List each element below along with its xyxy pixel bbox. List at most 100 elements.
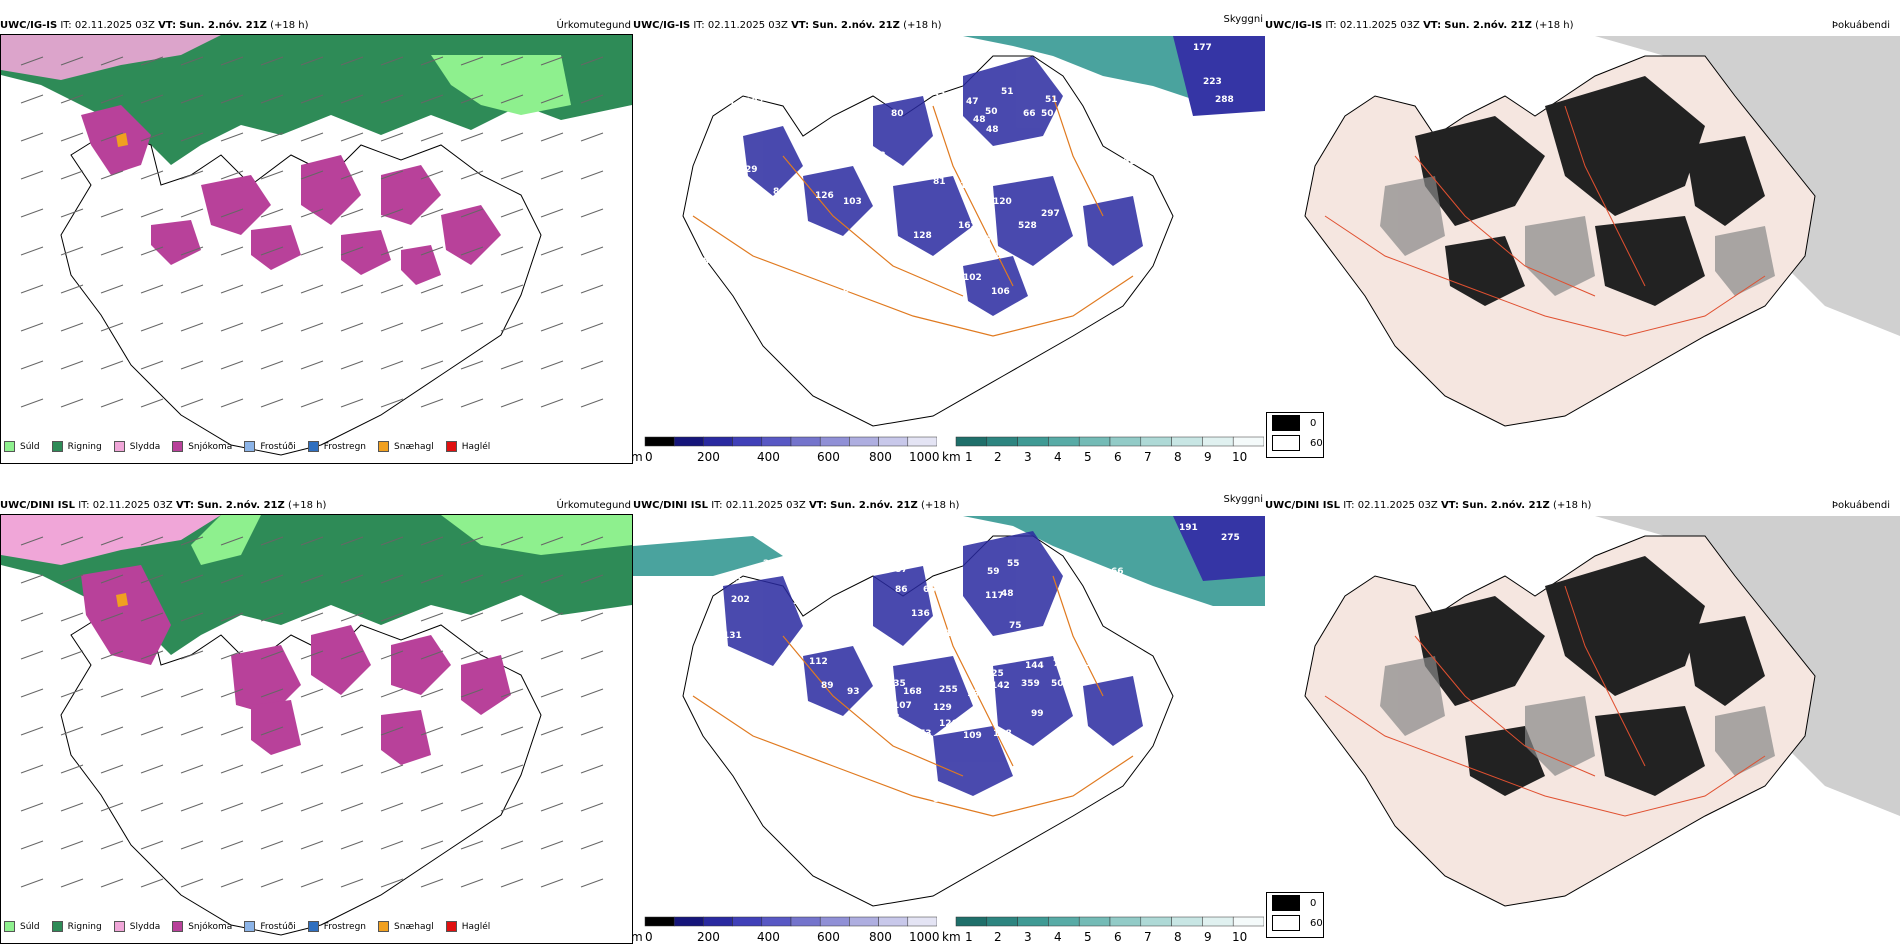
colorbar-cell bbox=[1232, 436, 1264, 447]
wind-barb bbox=[540, 802, 564, 812]
wind-barb bbox=[540, 56, 564, 66]
colorbar-tick: 5 bbox=[1084, 450, 1092, 464]
colorbar-tick: 3 bbox=[1024, 930, 1032, 944]
wind-barb bbox=[580, 802, 604, 812]
wind-barb bbox=[260, 574, 284, 584]
ceiling-label: 62 bbox=[988, 169, 1001, 179]
wind-barb bbox=[300, 878, 324, 888]
ceiling-label: 48 bbox=[1001, 589, 1014, 599]
wind-barb bbox=[500, 726, 524, 736]
wind-barb bbox=[260, 612, 284, 622]
colorbar-cell bbox=[1171, 916, 1203, 927]
ceiling-label: 48 bbox=[986, 125, 999, 135]
ceiling-label: 99 bbox=[1031, 709, 1044, 719]
init-time: 02.11.2025 03Z bbox=[1357, 500, 1438, 511]
legend-item: Frostregn bbox=[307, 441, 366, 452]
colorbar-cell bbox=[1140, 916, 1172, 927]
ceiling-label: 103 bbox=[843, 197, 862, 207]
wind-barb bbox=[20, 94, 44, 104]
wind-barb bbox=[60, 360, 84, 370]
ceiling-label: 188 bbox=[993, 729, 1012, 739]
wind-barb bbox=[100, 360, 124, 370]
ceiling-label: 133 bbox=[967, 689, 986, 699]
wind-barb bbox=[540, 170, 564, 180]
visibility-colorbar-svg bbox=[955, 436, 1264, 447]
it-label: IT: bbox=[1325, 20, 1337, 31]
colorbar-tick: 200 bbox=[697, 450, 720, 464]
fog-road-network bbox=[1324, 105, 1766, 337]
wind-barb bbox=[100, 840, 124, 850]
colorbar-tick: 400 bbox=[757, 450, 780, 464]
fog-dark-areas bbox=[1415, 76, 1765, 306]
product-title: Skyggni bbox=[1223, 14, 1263, 25]
panel-bottom-fog: UWC/DINI ISL IT: 02.11.2025 03Z VT: Sun.… bbox=[1265, 498, 1900, 938]
wind-barb bbox=[260, 132, 284, 142]
wind-barb bbox=[460, 688, 484, 698]
wind-barb bbox=[340, 208, 364, 218]
panel-header: UWC/IG-IS IT: 02.11.2025 03Z VT: Sun. 2.… bbox=[1265, 18, 1900, 34]
ceiling-label: 68 bbox=[865, 177, 878, 187]
road-network bbox=[692, 575, 1134, 817]
model-name: UWC/IG-IS bbox=[0, 20, 58, 31]
colorbar-cell bbox=[703, 916, 733, 927]
wind-barb bbox=[100, 246, 124, 256]
wind-barb bbox=[180, 208, 204, 218]
wind-barb bbox=[340, 94, 364, 104]
wind-barb bbox=[180, 246, 204, 256]
legend-swatch bbox=[307, 921, 319, 932]
wind-barb bbox=[580, 878, 604, 888]
colorbar-tick: 9 bbox=[1204, 930, 1212, 944]
wind-barb bbox=[500, 764, 524, 774]
wind-barb bbox=[340, 612, 364, 622]
wind-barb bbox=[500, 840, 524, 850]
ceiling-label: 29 bbox=[745, 165, 758, 175]
it-label: IT: bbox=[693, 20, 705, 31]
wind-barb bbox=[580, 398, 604, 408]
wind-barb bbox=[500, 688, 524, 698]
wind-barb bbox=[380, 764, 404, 774]
panel-header: UWC/DINI ISL IT: 02.11.2025 03Z VT: Sun.… bbox=[633, 494, 1265, 514]
ceiling-label: 48 bbox=[973, 115, 986, 125]
ceiling-label: 275 bbox=[1221, 533, 1240, 543]
wind-barb bbox=[300, 170, 324, 180]
wind-barb bbox=[460, 322, 484, 332]
valid-time: Sun. 2.nóv. 21Z bbox=[179, 20, 267, 31]
wind-barb bbox=[500, 284, 524, 294]
wind-barb bbox=[580, 94, 604, 104]
wind-barb bbox=[420, 398, 444, 408]
wind-barb bbox=[540, 360, 564, 370]
wind-barb bbox=[380, 132, 404, 142]
wind-barb bbox=[140, 650, 164, 660]
colorbar-cell bbox=[955, 916, 988, 927]
fog-map-svg bbox=[1265, 36, 1900, 446]
wind-barb bbox=[20, 208, 44, 218]
drizzle-area-green bbox=[431, 55, 571, 115]
wind-barb bbox=[540, 208, 564, 218]
wind-barb bbox=[460, 536, 484, 546]
ceiling-label: 65 bbox=[929, 563, 942, 573]
wind-barb bbox=[340, 132, 364, 142]
wind-barb bbox=[20, 536, 44, 546]
colorbar-cell bbox=[1048, 916, 1080, 927]
wind-barb bbox=[260, 802, 284, 812]
wind-barb bbox=[380, 322, 404, 332]
wind-barb bbox=[260, 322, 284, 332]
wind-barb bbox=[340, 574, 364, 584]
colorbar-unit: km bbox=[942, 930, 961, 944]
wind-barb bbox=[140, 170, 164, 180]
colorbar-tick: 800 bbox=[869, 930, 892, 944]
ceiling-label: 129 bbox=[933, 703, 952, 713]
wind-barb bbox=[60, 246, 84, 256]
it-label: IT: bbox=[60, 20, 72, 31]
product-title: Úrkomutegund bbox=[556, 20, 631, 31]
wind-barb bbox=[140, 132, 164, 142]
fog-map-svg bbox=[1265, 516, 1900, 926]
drizzle-area bbox=[1, 35, 221, 80]
legend-swatch bbox=[51, 441, 63, 452]
ceiling-label: 53 bbox=[793, 597, 806, 607]
wind-barb bbox=[220, 208, 244, 218]
colorbar-cell bbox=[955, 436, 988, 447]
ceiling-label: 51 bbox=[1045, 95, 1058, 105]
lead-time: (+18 h) bbox=[287, 500, 327, 511]
wind-barb bbox=[140, 612, 164, 622]
